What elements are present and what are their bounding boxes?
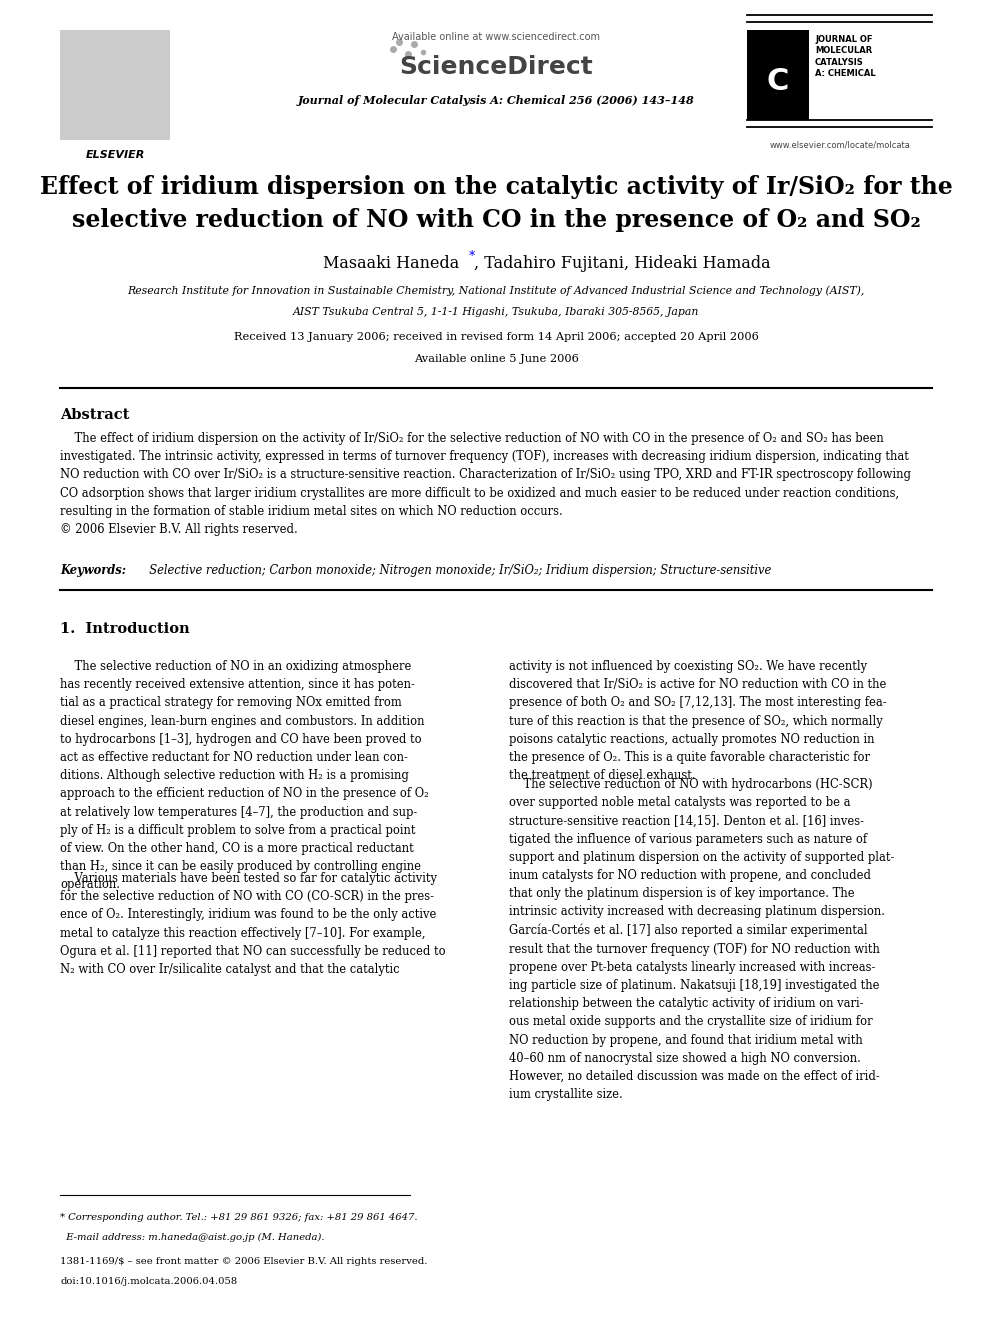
Text: doi:10.1016/j.molcata.2006.04.058: doi:10.1016/j.molcata.2006.04.058 <box>60 1277 237 1286</box>
Text: Various materials have been tested so far for catalytic activity
for the selecti: Various materials have been tested so fa… <box>60 872 445 976</box>
Text: ELSEVIER: ELSEVIER <box>85 149 145 160</box>
Text: JOURNAL OF
MOLECULAR
CATALYSIS
A: CHEMICAL: JOURNAL OF MOLECULAR CATALYSIS A: CHEMIC… <box>815 34 876 78</box>
Text: The selective reduction of NO in an oxidizing atmosphere
has recently received e: The selective reduction of NO in an oxid… <box>60 660 429 892</box>
Bar <box>747 30 809 120</box>
Text: The effect of iridium dispersion on the activity of Ir/SiO₂ for the selective re: The effect of iridium dispersion on the … <box>60 433 911 536</box>
Text: 1.  Introduction: 1. Introduction <box>60 622 189 636</box>
Text: AIST Tsukuba Central 5, 1-1-1 Higashi, Tsukuba, Ibaraki 305-8565, Japan: AIST Tsukuba Central 5, 1-1-1 Higashi, T… <box>293 307 699 318</box>
Bar <box>60 30 170 140</box>
Text: E-mail address: m.haneda@aist.go.jp (M. Haneda).: E-mail address: m.haneda@aist.go.jp (M. … <box>60 1233 324 1242</box>
Text: Journal of Molecular Catalysis A: Chemical 256 (2006) 143–148: Journal of Molecular Catalysis A: Chemic… <box>298 95 694 106</box>
Text: Research Institute for Innovation in Sustainable Chemistry, National Institute o: Research Institute for Innovation in Sus… <box>127 284 865 295</box>
Text: activity is not influenced by coexisting SO₂. We have recently
discovered that I: activity is not influenced by coexisting… <box>509 660 886 782</box>
Text: * Corresponding author. Tel.: +81 29 861 9326; fax: +81 29 861 4647.: * Corresponding author. Tel.: +81 29 861… <box>60 1213 418 1222</box>
Text: The selective reduction of NO with hydrocarbons (HC-SCR)
over supported noble me: The selective reduction of NO with hydro… <box>509 778 894 1101</box>
Text: Effect of iridium dispersion on the catalytic activity of Ir/SiO₂ for the
select: Effect of iridium dispersion on the cata… <box>40 175 952 233</box>
Text: , Tadahiro Fujitani, Hideaki Hamada: , Tadahiro Fujitani, Hideaki Hamada <box>474 255 771 273</box>
Text: Available online 5 June 2006: Available online 5 June 2006 <box>414 355 578 364</box>
Text: www.elsevier.com/locate/molcata: www.elsevier.com/locate/molcata <box>770 140 911 149</box>
Text: Selective reduction; Carbon monoxide; Nitrogen monoxide; Ir/SiO₂; Iridium disper: Selective reduction; Carbon monoxide; Ni… <box>142 564 771 577</box>
Text: ScienceDirect: ScienceDirect <box>399 56 593 79</box>
Text: C: C <box>767 67 790 97</box>
Text: Received 13 January 2006; received in revised form 14 April 2006; accepted 20 Ap: Received 13 January 2006; received in re… <box>233 332 759 343</box>
Text: 1381-1169/$ – see front matter © 2006 Elsevier B.V. All rights reserved.: 1381-1169/$ – see front matter © 2006 El… <box>60 1257 428 1266</box>
Text: *: * <box>469 250 475 263</box>
Text: Keywords:: Keywords: <box>60 564 126 577</box>
Text: Masaaki Haneda: Masaaki Haneda <box>322 255 459 273</box>
Text: Abstract: Abstract <box>60 407 129 422</box>
Text: Available online at www.sciencedirect.com: Available online at www.sciencedirect.co… <box>392 32 600 42</box>
